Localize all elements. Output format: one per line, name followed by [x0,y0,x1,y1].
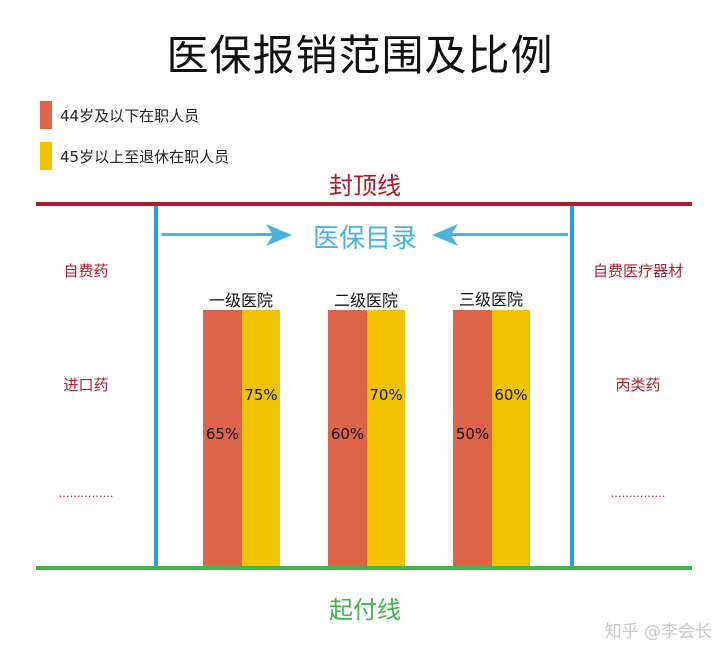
cap-line [36,202,692,206]
data-label-level-2-45-plus: 70% [369,386,403,404]
data-label-level-1-45-plus: 75% [244,386,278,404]
bar-level-2-under-44 [328,310,367,566]
right-excluded-item-3: …………… [610,487,666,500]
category-label-level-1: 一级医院 [208,291,273,310]
right-excluded-item-1: 自费医疗器材 [592,262,683,280]
catalog-label: 医保目录 [312,224,417,254]
data-label-level-3-under-44: 50% [455,425,490,443]
right-excluded-item-2: 丙类药 [615,376,661,394]
catalog-arrow-left-line [162,233,277,236]
catalog-left-border [154,206,158,566]
bar-level-1-45-plus [242,310,280,566]
page-title: 医保报销范围及比例 [166,31,554,80]
bar-level-3-45-plus [492,310,530,566]
catalog-right-border [570,206,574,566]
data-label-level-2-under-44: 60% [330,425,365,443]
category-label-level-3: 三级医院 [458,290,523,309]
bar-level-2-45-plus [367,310,405,566]
category-label-level-2: 二级医院 [333,291,398,310]
bar-level-3-under-44 [453,310,492,566]
left-excluded-item-2: 进口药 [63,376,109,394]
arrow-right-icon [266,224,292,246]
catalog-arrow-right-line [450,233,568,236]
legend-label-45-plus: 45岁以上至退休在职人员 [60,148,230,166]
arrow-left-icon [432,224,458,246]
deductible-line [36,566,692,570]
left-excluded-item-1: 自费药 [63,262,109,280]
data-label-level-3-45-plus: 60% [494,386,528,404]
watermark: 知乎 @李会长 [604,622,712,642]
legend-label-under-44: 44岁及以下在职人员 [60,107,200,125]
left-excluded-item-3: …………… [58,487,114,500]
legend-swatch-under-44 [40,101,52,129]
legend-swatch-45-plus [40,142,52,170]
data-label-level-1-under-44: 65% [205,425,240,443]
bar-level-1-under-44 [203,310,242,566]
cap-line-label: 封顶线 [329,172,401,200]
deductible-line-label: 起付线 [329,596,401,624]
